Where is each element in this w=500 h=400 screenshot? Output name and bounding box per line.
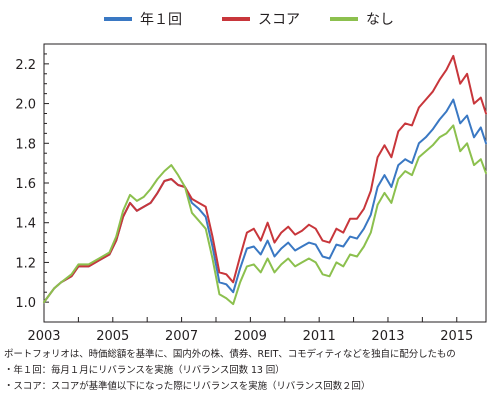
y-tick-label: 1.2 [15, 256, 36, 271]
chart-legend: 年１回 スコア なし [104, 12, 394, 28]
y-tick-label: 1.6 [15, 177, 36, 192]
y-tick-label: 2.2 [15, 58, 36, 73]
note-portfolio-description: ポートフォリオは、時価総額を基準に、国内外の株、債券、REIT、コモディティなど… [4, 349, 456, 360]
series-line [43, 124, 487, 306]
x-tick-label: 2015 [440, 329, 473, 344]
x-tick-label: 2007 [165, 329, 198, 344]
chart-notes: ポートフォリオは、時価総額を基準に、国内外の株、債券、REIT、コモディティなど… [4, 347, 498, 395]
series-lines [43, 54, 487, 306]
x-tick-label: 2003 [27, 329, 60, 344]
y-tick-label: 1.8 [15, 137, 36, 152]
x-tick-label: 2009 [234, 329, 267, 344]
plot-area-frame [43, 43, 487, 323]
series-line [43, 54, 487, 304]
y-tick-label: 1.4 [15, 217, 36, 232]
legend-label: 年１回 [140, 12, 182, 28]
x-axis: 2003 2005 2007 2009 2011 2013 2015 [27, 317, 473, 344]
series-line [43, 98, 487, 304]
x-tick-label: 2013 [371, 329, 404, 344]
note-score-rebalance: ・スコア：スコアが基準値以下になった際にリバランスを実施（リバランス回数２回） [4, 381, 371, 392]
line-chart: 年１回 スコア なし 1.01.21.41.61.82.02.2 2003 2005 2… [15, 12, 487, 344]
y-axis: 1.0 1.2 1.4 1.6 1.8 2.0 2.2 [15, 53, 49, 311]
y-tick-label: 1.0 [15, 296, 36, 311]
x-tick-label: 2011 [303, 329, 336, 344]
legend-label: スコア [258, 12, 300, 28]
x-tick-label: 2005 [96, 329, 129, 344]
legend-label: なし [366, 12, 394, 28]
note-annual-rebalance: ・年１回：毎月１月にリバランスを実施（リバランス回数 13 回） [4, 365, 285, 376]
y-tick-label: 2.0 [15, 98, 36, 113]
